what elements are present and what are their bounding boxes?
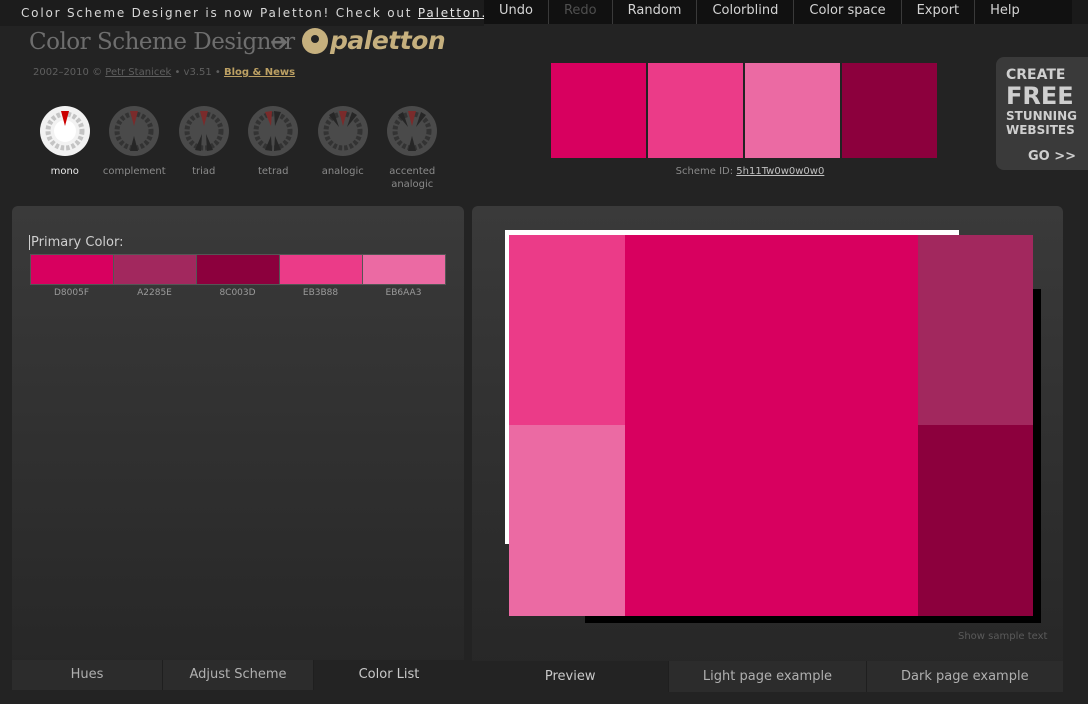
color-codes: D8005F A2285E 8C003D EB3B88 EB6AA3: [30, 288, 445, 298]
ad-line-create: CREATE: [1006, 67, 1066, 83]
accented-analogic-wheel-icon: [387, 106, 438, 156]
export-menu-item[interactable]: Export: [900, 0, 975, 24]
paletton-logo[interactable]: paletton: [302, 26, 446, 55]
color-code: EB6AA3: [385, 288, 422, 298]
show-sample-text-link[interactable]: Show sample text: [958, 631, 1048, 642]
scheme-triad[interactable]: triad: [169, 106, 239, 191]
tab-adjust-scheme[interactable]: Adjust Scheme: [162, 660, 313, 690]
color-list-swatch[interactable]: [279, 255, 362, 284]
primary-color-label: Primary Color:: [29, 235, 124, 250]
version-text: • v3.51 •: [171, 67, 224, 78]
scheme-tetrad[interactable]: tetrad: [239, 106, 309, 191]
scheme-analogic[interactable]: analogic: [308, 106, 378, 191]
preview-light-2: [509, 425, 625, 616]
author-link[interactable]: Petr Stanicek: [105, 67, 172, 78]
help-menu-item[interactable]: Help: [974, 0, 1035, 24]
credits-years: 2002–2010 ©: [33, 67, 106, 78]
paletton-logo-icon: [302, 27, 328, 54]
color-code: EB3B88: [302, 288, 339, 298]
swatch-dark[interactable]: [842, 63, 937, 158]
triad-wheel-icon: [178, 106, 229, 156]
scheme-label: tetrad: [257, 166, 289, 177]
banner-message: Color Scheme Designer is now Paletton! C…: [21, 6, 418, 20]
top-menu: Undo Redo Random Colorblind Color space …: [484, 0, 1072, 24]
scheme-id-label: Scheme ID:: [675, 166, 737, 177]
menu-spacer: [1072, 0, 1088, 24]
analogic-wheel-icon: [317, 106, 368, 156]
scheme-label: triad: [192, 166, 216, 177]
swatch-primary[interactable]: [551, 63, 646, 158]
tab-dark-page-example[interactable]: Dark page example: [865, 661, 1063, 692]
tab-color-list[interactable]: Color List: [313, 660, 464, 690]
paletton-banner: Color Scheme Designer is now Paletton! C…: [0, 0, 516, 26]
color-space-menu-item[interactable]: Color space: [793, 0, 900, 24]
credits-line: 2002–2010 © Petr Stanicek • v3.51 • Blog…: [33, 67, 295, 78]
tab-hues[interactable]: Hues: [12, 660, 162, 690]
scheme-label: mono: [50, 166, 79, 177]
scheme-swatches: [551, 63, 937, 158]
preview-dark-1: [918, 235, 1033, 425]
right-panel-tabs: Preview Light page example Dark page exa…: [472, 661, 1063, 692]
random-menu-item[interactable]: Random: [611, 0, 697, 24]
arrow-right-icon: ➔: [270, 30, 289, 55]
color-list-swatch[interactable]: [362, 255, 445, 284]
ad-line-free: FREE: [1006, 82, 1074, 110]
color-list-panel: Primary Color: D8005F A2285E 8C003D EB3B…: [12, 206, 464, 690]
swatch-light-1[interactable]: [648, 63, 743, 158]
ad-go-button[interactable]: GO >>: [1028, 149, 1077, 164]
color-code: 8C003D: [219, 288, 256, 298]
tab-preview[interactable]: Preview: [472, 661, 669, 692]
blog-news-link[interactable]: Blog & News: [223, 67, 296, 78]
tab-light-page-example[interactable]: Light page example: [668, 661, 866, 692]
tetrad-wheel-icon: [248, 106, 299, 156]
banner-text: Color Scheme Designer is now Paletton! C…: [21, 6, 518, 20]
colorblind-menu-item[interactable]: Colorblind: [696, 0, 793, 24]
color-list-swatch[interactable]: [196, 255, 279, 284]
scheme-accented-analogic[interactable]: accented analogic: [378, 106, 448, 191]
preview-primary: [625, 235, 918, 616]
undo-menu-item[interactable]: Undo: [499, 3, 533, 18]
scheme-type-selector: mono complement triad tetrad: [30, 106, 447, 191]
scheme-mono[interactable]: mono: [30, 106, 100, 191]
color-code: A2285E: [137, 288, 172, 298]
scheme-id-link[interactable]: 5h11Tw0w0w0w0: [736, 166, 825, 177]
scheme-id: Scheme ID: 5h11Tw0w0w0w0: [551, 166, 949, 177]
color-code: D8005F: [53, 288, 89, 298]
color-list-swatches: [30, 254, 446, 285]
scheme-label: analogic: [321, 166, 364, 177]
swatch-light-2[interactable]: [745, 63, 840, 158]
scheme-label: complement: [102, 166, 166, 177]
create-websites-ad[interactable]: CREATE FREE STUNNING WEBSITES GO >>: [996, 57, 1088, 170]
complement-wheel-icon: [109, 106, 160, 156]
ad-line-stunning: STUNNING: [1006, 109, 1078, 123]
redo-menu-item[interactable]: Redo: [547, 0, 612, 24]
preview-light-1: [509, 235, 625, 425]
color-list-swatch[interactable]: [113, 255, 196, 284]
left-panel-tabs: Hues Adjust Scheme Color List: [12, 660, 464, 690]
scheme-complement[interactable]: complement: [100, 106, 170, 191]
preview-dark-2: [918, 425, 1033, 616]
preview-canvas: [509, 235, 1033, 616]
color-scheme-designer-logo: Color Scheme Designer: [29, 29, 295, 55]
mono-wheel-icon: [39, 106, 90, 156]
ad-line-websites: WEBSITES: [1006, 123, 1075, 137]
paletton-logo-text: paletton: [330, 26, 446, 55]
scheme-label: accented analogic: [389, 166, 436, 190]
color-list-swatch[interactable]: [31, 255, 113, 284]
